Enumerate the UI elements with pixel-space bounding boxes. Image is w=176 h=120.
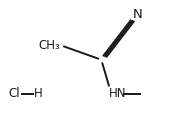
Text: HN: HN <box>109 87 127 100</box>
Text: H: H <box>34 87 43 100</box>
Text: N: N <box>132 8 142 21</box>
Text: Cl: Cl <box>8 87 20 100</box>
Text: CH₃: CH₃ <box>38 39 60 52</box>
